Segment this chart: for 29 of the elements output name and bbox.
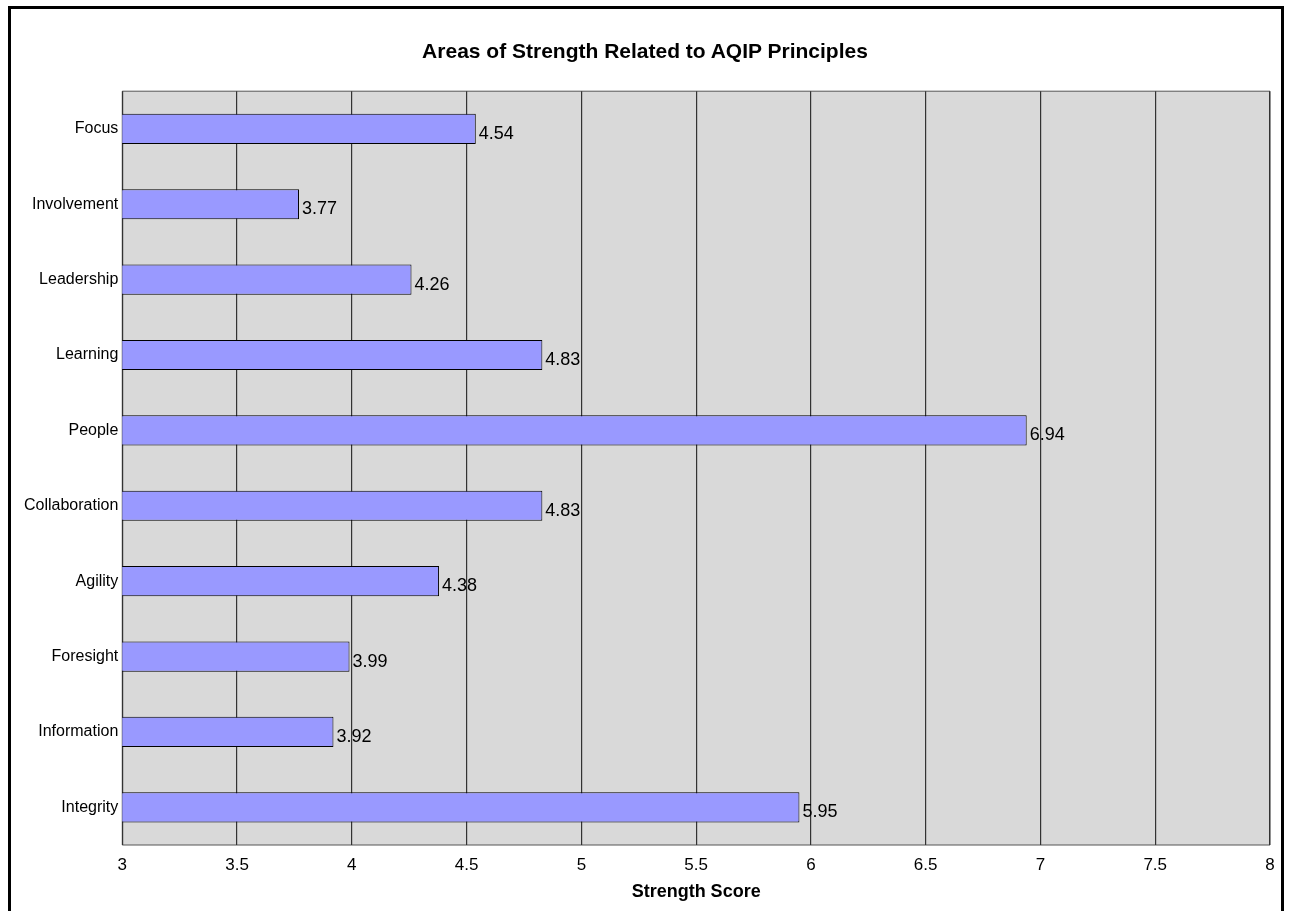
data-label: 3.77 [302,198,338,219]
y-tick-label: Focus [74,119,119,137]
x-tick-label: 6 [806,854,816,874]
x-axis-title: Strength Score [631,881,761,902]
data-label: 4.54 [478,122,514,143]
x-tick-label: 7.5 [1143,854,1168,874]
x-tick-label: 7 [1035,854,1046,874]
data-label: 4.83 [545,499,581,520]
x-tick-label: 4.5 [454,854,479,874]
data-label: 4.26 [414,273,450,294]
x-tick-label: 8 [1265,854,1275,874]
y-tick-label: Foresight [51,646,119,664]
y-tick-label: Collaboration [24,496,119,514]
y-tick-label: Leadership [39,270,119,288]
x-tick-label: 5 [576,854,587,874]
y-tick-label: Information [38,722,119,740]
x-tick-label: 6.5 [913,854,938,874]
y-tick-label: Agility [75,571,119,589]
chart-title: Areas of Strength Related to AQIP Principles [422,39,868,63]
data-label: 3.99 [352,650,388,671]
y-tick-label: Involvement [32,194,119,212]
x-tick-label: 5.5 [684,854,708,874]
x-tick-label: 3.5 [225,854,249,874]
y-tick-label: Integrity [61,797,119,815]
x-tick-label: 3 [117,854,128,874]
y-tick-label: People [68,420,119,438]
y-tick-label: Learning [56,345,119,363]
data-label: 4.83 [545,349,581,369]
x-tick-label: 4 [347,854,357,874]
